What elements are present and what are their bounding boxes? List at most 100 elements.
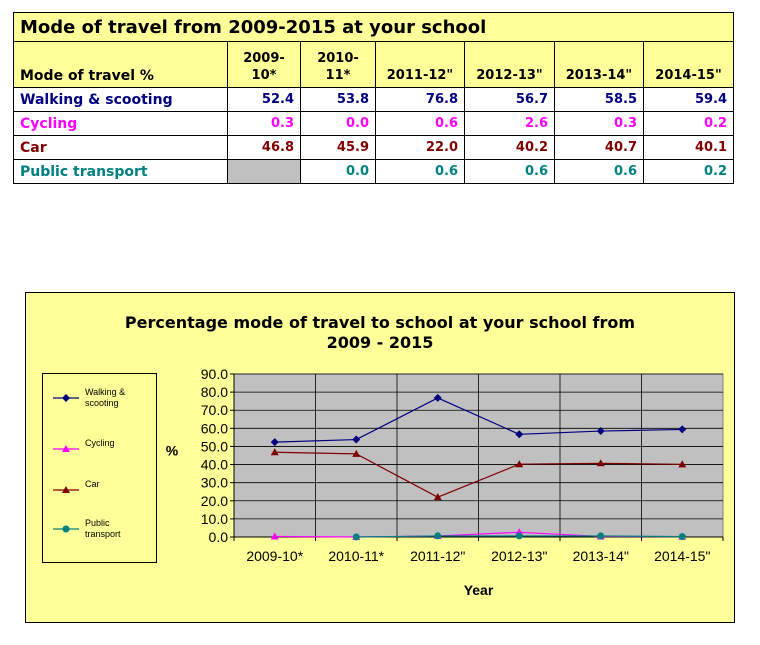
legend-swatch: [53, 486, 79, 493]
table-cell: 40.1: [642, 135, 735, 160]
header-cell: 2014-15": [642, 41, 735, 88]
legend-label: Cycling: [85, 438, 115, 448]
y-tick-label: 0.0: [209, 529, 229, 545]
legend-marker: [62, 445, 70, 452]
table-cell: 56.7: [464, 87, 555, 112]
data-point: [270, 532, 279, 540]
legend-swatch: [53, 525, 79, 533]
table-cell: 2.6: [464, 111, 555, 136]
series-walking-scooting: [270, 393, 687, 447]
data-point: [434, 532, 442, 540]
table-cell: 59.4: [642, 87, 735, 112]
data-point: [678, 425, 687, 434]
series-line: [274, 451, 683, 498]
legend-marker: [62, 394, 70, 402]
legend-marker: [62, 525, 70, 533]
header-cell: 2009- 10*: [227, 41, 301, 88]
table-cell: 0.6: [464, 159, 555, 184]
table-cell: 0.6: [554, 159, 644, 184]
table-cell: 40.2: [464, 135, 555, 160]
y-axis-label: %: [166, 443, 179, 459]
legend-label: Walking & scooting: [85, 387, 126, 408]
row-label: Public transport: [13, 159, 228, 184]
table-row: Cycling 0.3 0.0 0.6 2.6 0.3 0.2: [13, 111, 735, 136]
table-cell: 0.2: [642, 111, 735, 136]
legend-item: Car: [51, 479, 155, 509]
table-cell: 52.4: [227, 87, 301, 112]
header-cell: 2010- 11*: [300, 41, 376, 88]
data-point: [270, 438, 279, 447]
table-cell: 40.7: [554, 135, 644, 160]
table-cell: 76.8: [375, 87, 465, 112]
series-public-transport: [352, 532, 686, 541]
data-point: [352, 449, 361, 457]
x-tick-label: 2010-11*: [328, 548, 384, 564]
header-cell: 2011-12": [375, 41, 465, 88]
data-point: [352, 533, 360, 541]
table-row: Walking & scooting 52.4 53.8 76.8 56.7 58.5 59…: [13, 87, 735, 112]
header-cell: 2013-14": [554, 41, 644, 88]
x-axis-label: Year: [464, 582, 494, 598]
row-label: Walking & scooting: [13, 87, 228, 112]
legend-label: Public transport: [85, 518, 121, 539]
table-cell: 0.3: [227, 111, 301, 136]
chart-title: Percentage mode of travel to school at y…: [124, 313, 636, 352]
legend-label: Car: [85, 479, 100, 489]
table-cell: 0.6: [375, 159, 465, 184]
data-point: [678, 460, 687, 468]
line-chart: 0.0 10.0 20.0 30.0 40.0 50.0 60.0 70.0 80.0 90.0 2…: [166, 366, 724, 598]
y-tick-label: 90.0: [201, 366, 228, 382]
legend-item: Walking & scooting: [51, 387, 155, 417]
row-label: Car: [13, 135, 228, 160]
y-tick-label: 80.0: [201, 384, 228, 400]
x-tick-label: 2009-10*: [246, 548, 303, 564]
data-point: [433, 493, 442, 501]
table-header-row: Mode of travel % 2009- 10* 2010- 11* 2011-…: [13, 41, 735, 88]
y-tick-label: 10.0: [201, 511, 228, 527]
table-cell: 0.0: [300, 159, 376, 184]
data-point: [597, 532, 605, 540]
y-tick-label: 50.0: [201, 438, 228, 454]
travel-table: Mode of travel from 2009-2015 at your sc…: [12, 12, 735, 184]
header-cell: 2012-13": [464, 41, 555, 88]
y-tick-label: 70.0: [201, 402, 228, 418]
mode-label: Mode of travel %: [13, 41, 228, 88]
legend-swatch: [53, 445, 79, 452]
table-row: Public transport 0.0 0.6 0.6 0.6 0.2: [13, 159, 735, 184]
y-tick-label: 60.0: [201, 420, 228, 436]
data-point: [352, 435, 361, 444]
table-cell: 46.8: [227, 135, 301, 160]
table-cell: [227, 159, 301, 184]
legend-marker: [62, 486, 70, 493]
legend-swatch: [53, 394, 79, 402]
table-cell: 0.2: [642, 159, 735, 184]
chart-legend: Walking & scooting Cycling Car Public transpo…: [42, 373, 157, 563]
data-point: [596, 427, 605, 436]
row-label: Cycling: [13, 111, 228, 136]
data-point: [270, 448, 279, 456]
legend-item: Public transport: [51, 518, 155, 548]
table-row: Car 46.8 45.9 22.0 40.2 40.7 40.1: [13, 135, 735, 160]
table-cell: 22.0: [375, 135, 465, 160]
data-point: [515, 460, 524, 468]
data-point: [596, 459, 605, 467]
x-tick-label: 2012-13": [491, 548, 547, 564]
table-cell: 45.9: [300, 135, 376, 160]
y-tick-label: 20.0: [201, 493, 228, 509]
table-title: Mode of travel from 2009-2015 at your sc…: [12, 12, 735, 42]
y-tick-label: 40.0: [201, 457, 228, 473]
data-point: [515, 532, 523, 540]
table-cell: 0.3: [554, 111, 644, 136]
series-line: [274, 397, 683, 443]
data-point: [515, 430, 524, 439]
table-cell: 58.5: [554, 87, 644, 112]
series-car: [270, 448, 687, 501]
table-cell: 0.0: [300, 111, 376, 136]
chart-area: Percentage mode of travel to school at y…: [25, 292, 735, 623]
x-tick-label: 2013-14": [573, 548, 629, 564]
data-point: [433, 393, 442, 402]
legend-item: Cycling: [51, 438, 155, 468]
y-tick-label: 30.0: [201, 475, 228, 491]
data-point: [678, 533, 686, 541]
x-tick-label: 2014-15": [654, 548, 710, 564]
